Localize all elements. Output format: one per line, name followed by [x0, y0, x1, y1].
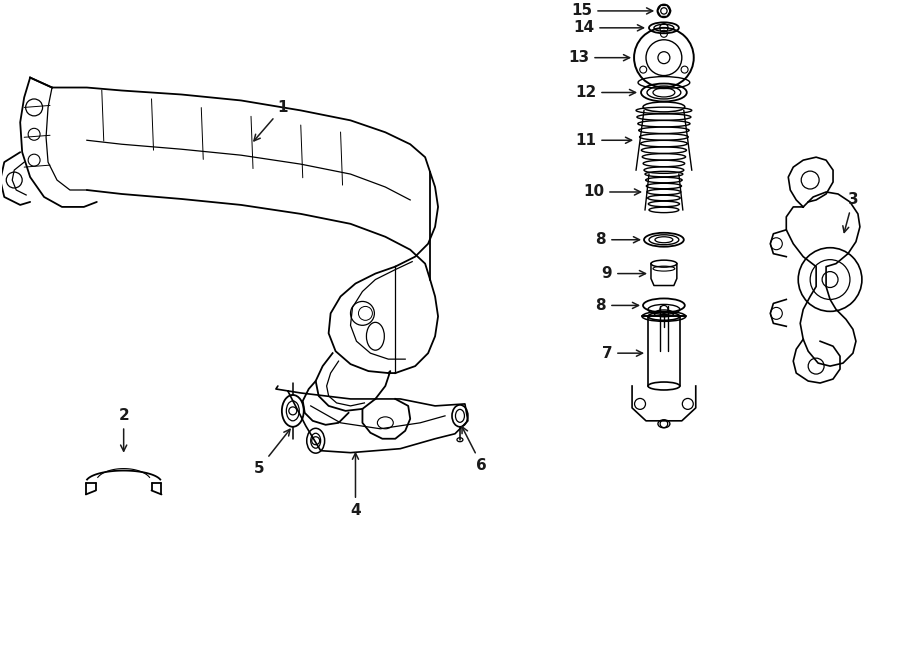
Text: 6: 6 — [462, 427, 487, 473]
Text: 15: 15 — [572, 3, 652, 19]
Text: 13: 13 — [568, 50, 630, 65]
Text: 11: 11 — [575, 133, 632, 148]
Text: 5: 5 — [254, 429, 290, 476]
Text: 10: 10 — [583, 184, 641, 200]
Text: 2: 2 — [118, 408, 129, 451]
Text: 1: 1 — [254, 100, 288, 141]
Text: 3: 3 — [842, 192, 859, 233]
Text: 7: 7 — [601, 346, 643, 361]
Text: 8: 8 — [596, 232, 640, 247]
Text: 12: 12 — [575, 85, 635, 100]
Text: 8: 8 — [596, 298, 638, 313]
Text: 14: 14 — [573, 20, 643, 35]
Text: 9: 9 — [601, 266, 645, 281]
Text: 4: 4 — [350, 453, 361, 518]
